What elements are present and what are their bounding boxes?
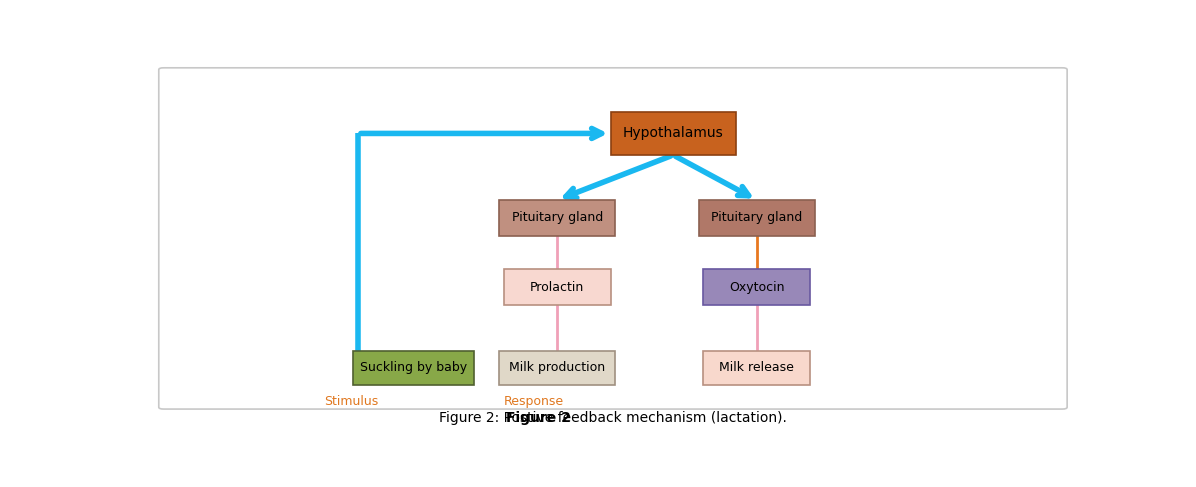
Text: Milk release: Milk release xyxy=(719,361,794,375)
Text: Hypothalamus: Hypothalamus xyxy=(623,127,724,140)
Text: Response: Response xyxy=(504,395,565,408)
Text: Milk production: Milk production xyxy=(509,361,605,375)
Text: Figure 2: Postive feedback mechanism (lactation).: Figure 2: Postive feedback mechanism (la… xyxy=(439,412,787,426)
FancyBboxPatch shape xyxy=(500,351,615,385)
Text: Suckling by baby: Suckling by baby xyxy=(360,361,468,375)
Text: Oxytocin: Oxytocin xyxy=(728,281,785,294)
Text: Prolactin: Prolactin xyxy=(530,281,585,294)
FancyBboxPatch shape xyxy=(504,269,611,305)
Text: Pituitary gland: Pituitary gland xyxy=(710,211,803,225)
FancyBboxPatch shape xyxy=(159,68,1067,409)
FancyBboxPatch shape xyxy=(500,200,615,236)
FancyBboxPatch shape xyxy=(611,112,736,155)
Text: Pituitary gland: Pituitary gland xyxy=(512,211,603,225)
FancyBboxPatch shape xyxy=(703,269,810,305)
Text: Stimulus: Stimulus xyxy=(324,395,379,408)
Text: Figure 2: Figure 2 xyxy=(506,412,572,426)
FancyBboxPatch shape xyxy=(354,351,474,385)
FancyBboxPatch shape xyxy=(703,351,810,385)
FancyBboxPatch shape xyxy=(698,200,814,236)
